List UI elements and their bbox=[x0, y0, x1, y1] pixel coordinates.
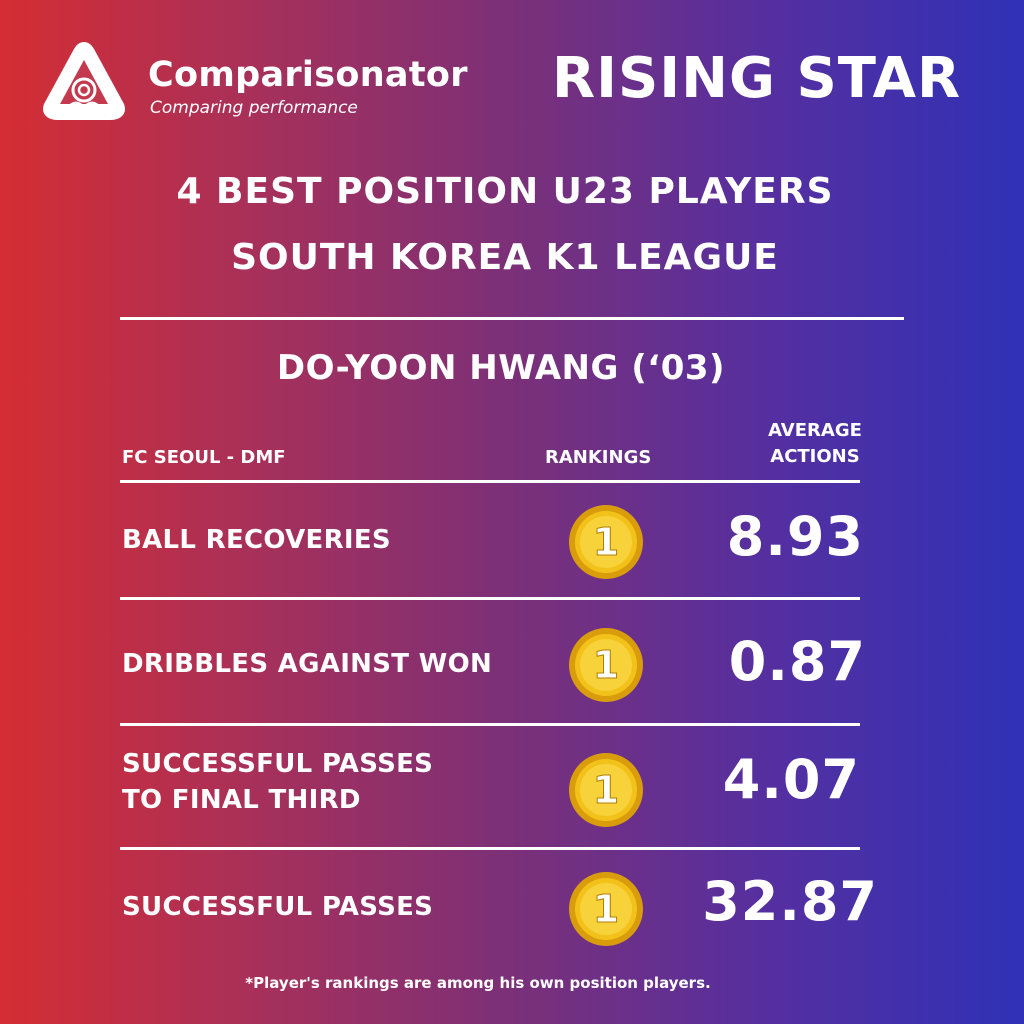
row-divider bbox=[120, 480, 860, 483]
row-divider bbox=[120, 847, 860, 850]
stat-label-line-1: BALL RECOVERIES bbox=[122, 525, 391, 555]
stat-label-line-1: SUCCESSFUL PASSES bbox=[122, 749, 434, 779]
gold-medal-icon: 1 bbox=[569, 505, 643, 579]
team-position: FC SEOUL - DMF bbox=[122, 447, 286, 468]
brand-name: Comparisonator bbox=[148, 55, 468, 95]
stat-label-successful-passes-final-third: SUCCESSFUL PASSES TO FINAL THIRD bbox=[122, 746, 433, 818]
rank-number: 1 bbox=[593, 887, 619, 931]
footnote: *Player's rankings are among his own pos… bbox=[245, 974, 711, 992]
rank-number: 1 bbox=[593, 520, 619, 564]
average-actions-column-header: AVERAGE ACTIONS bbox=[740, 418, 890, 470]
stat-label-line-1: DRIBBLES AGAINST WON bbox=[122, 649, 493, 679]
rank-number: 1 bbox=[593, 768, 619, 812]
stat-label-dribbles-against-won: DRIBBLES AGAINST WON bbox=[122, 646, 492, 682]
average-actions-header-line-1: AVERAGE bbox=[768, 420, 862, 441]
row-divider bbox=[120, 723, 860, 726]
player-name: DO-YOON HWANG (‘03) bbox=[276, 348, 726, 388]
triangle-swirl-logo-icon bbox=[43, 42, 125, 120]
stat-value-dribbles-against-won: 0.87 bbox=[728, 630, 866, 693]
gold-medal-icon: 1 bbox=[569, 628, 643, 702]
stat-label-line-2: TO FINAL THIRD bbox=[122, 785, 361, 815]
stat-value-successful-passes-final-third: 4.07 bbox=[722, 748, 860, 811]
average-actions-header-line-2: ACTIONS bbox=[770, 446, 860, 467]
headline-line-1: 4 BEST POSITION U23 PLAYERS bbox=[176, 171, 834, 212]
gold-medal-icon: 1 bbox=[569, 753, 643, 827]
badge-title: RISING STAR bbox=[552, 46, 962, 111]
stat-label-line-1: SUCCESSFUL PASSES bbox=[122, 892, 434, 922]
headline-line-2: SOUTH KOREA K1 LEAGUE bbox=[231, 237, 779, 278]
stat-value-successful-passes: 32.87 bbox=[702, 870, 878, 933]
divider bbox=[120, 317, 904, 320]
gold-medal-icon: 1 bbox=[569, 872, 643, 946]
row-divider bbox=[120, 597, 860, 600]
brand-tagline: Comparing performance bbox=[150, 98, 358, 118]
stat-label-successful-passes: SUCCESSFUL PASSES bbox=[122, 889, 433, 925]
rank-number: 1 bbox=[593, 643, 619, 687]
rankings-column-header: RANKINGS bbox=[545, 447, 652, 468]
stat-value-ball-recoveries: 8.93 bbox=[726, 505, 864, 568]
stat-label-ball-recoveries: BALL RECOVERIES bbox=[122, 522, 391, 558]
